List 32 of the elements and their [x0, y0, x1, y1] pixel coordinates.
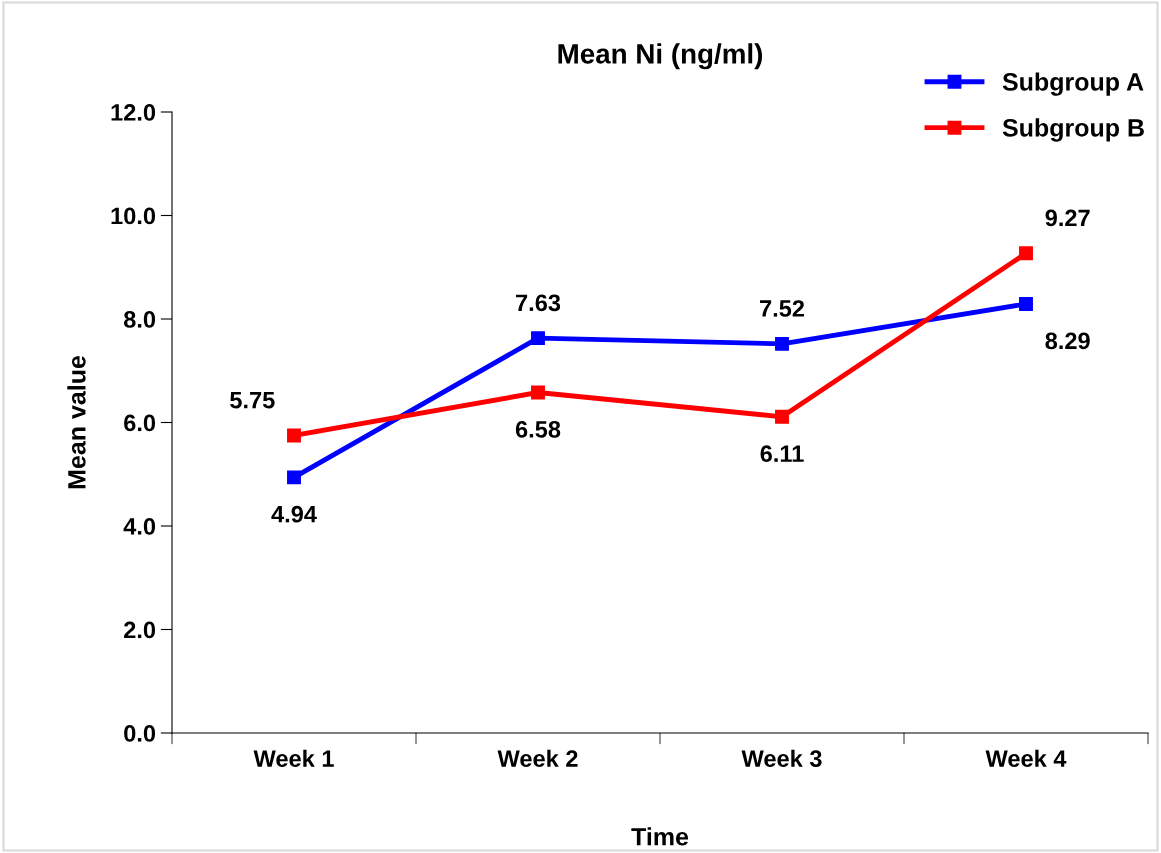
y-tick-label: 0.0: [124, 725, 156, 742]
chart-title: Mean Ni (ng/ml): [558, 43, 763, 70]
data-label: 7.52: [760, 300, 805, 317]
x-tick-label: Week 2: [497, 749, 578, 768]
x-tick-label: Week 4: [985, 749, 1067, 768]
legend-label: Subgroup B: [1002, 118, 1144, 142]
y-axis-title: Mean value: [67, 355, 86, 489]
y-tick-label: 4.0: [123, 518, 156, 535]
data-label: 7.63: [516, 294, 561, 312]
x-axis-title: Time: [631, 827, 689, 846]
point: [1019, 297, 1033, 311]
y-tick-label: 2.0: [124, 621, 156, 639]
y-tick-label: 10.0: [111, 207, 156, 225]
y-tick-label: 12.0: [111, 104, 156, 121]
data-label: 6.11: [760, 445, 804, 463]
data-label: 8.29: [1045, 332, 1090, 350]
data-label: 5.75: [230, 391, 275, 409]
point: [1019, 246, 1033, 261]
data-label: 6.58: [515, 420, 561, 438]
y-tick-label: 6.0: [124, 414, 156, 432]
point: [775, 409, 789, 424]
point: [287, 470, 301, 485]
data-label: 9.27: [1045, 209, 1090, 227]
x-tick-label: Week 3: [741, 749, 822, 768]
legend-label: Subgroup A: [1002, 72, 1144, 96]
y-tick-label: 8.0: [123, 311, 156, 328]
data-label: 4.94: [271, 505, 317, 523]
point: [287, 428, 301, 443]
point: [531, 331, 545, 346]
x-tick-label: Week 1: [253, 749, 334, 768]
point: [775, 336, 789, 351]
point: [531, 385, 545, 400]
